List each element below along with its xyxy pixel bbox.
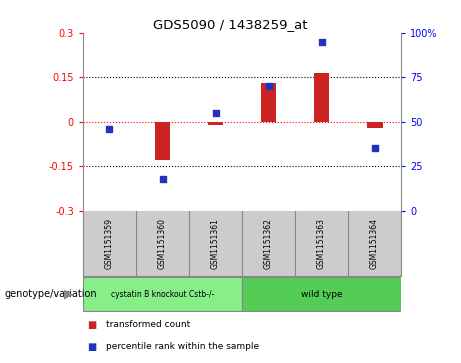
Text: GSM1151363: GSM1151363	[317, 218, 326, 269]
Text: genotype/variation: genotype/variation	[5, 289, 97, 299]
Text: GSM1151361: GSM1151361	[211, 218, 220, 269]
Text: transformed count: transformed count	[106, 321, 190, 329]
Text: ▶: ▶	[64, 287, 74, 301]
Bar	[83, 277, 242, 311]
Text: wild type: wild type	[301, 290, 343, 298]
Point	[371, 145, 378, 151]
Text: ■: ■	[88, 320, 97, 330]
Text: GSM1151362: GSM1151362	[264, 218, 273, 269]
Bar	[242, 277, 401, 311]
Text: cystatin B knockout Cstb-/-: cystatin B knockout Cstb-/-	[111, 290, 214, 298]
Point	[265, 83, 272, 89]
Bar	[154, 122, 171, 160]
Text: percentile rank within the sample: percentile rank within the sample	[106, 342, 259, 351]
Point	[318, 38, 325, 44]
Point	[159, 176, 166, 182]
Bar	[366, 122, 383, 127]
Text: GDS5090 / 1438259_at: GDS5090 / 1438259_at	[153, 18, 308, 31]
Text: GSM1151364: GSM1151364	[370, 218, 379, 269]
Bar	[260, 83, 277, 122]
Text: GSM1151360: GSM1151360	[158, 218, 167, 269]
Bar	[207, 122, 224, 125]
Bar	[313, 73, 330, 122]
Text: ■: ■	[88, 342, 97, 352]
Point	[106, 126, 113, 132]
Point	[212, 110, 219, 115]
Text: GSM1151359: GSM1151359	[105, 218, 114, 269]
